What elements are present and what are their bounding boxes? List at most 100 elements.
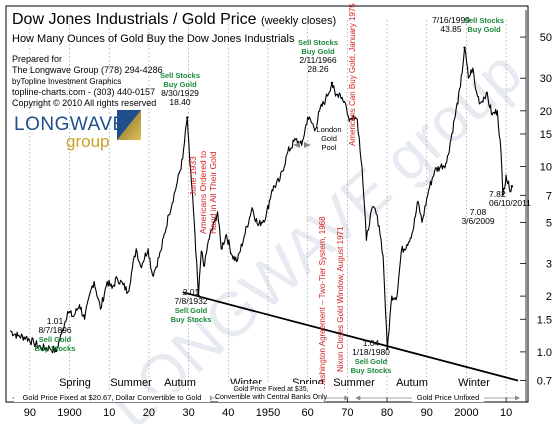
annotation-point: [501, 193, 505, 196]
annotation-a1999b: Sell Stocks: [464, 16, 504, 25]
era-label-bg: [412, 392, 484, 402]
chart-title: Dow Jones Industrials / Gold Price (week…: [12, 11, 336, 28]
x-tick-label: 10: [500, 407, 512, 419]
era-label: Convertible with Central Banks Only: [215, 394, 328, 401]
annotation-a2009: 3/6/2009: [461, 216, 494, 226]
annotation-a1929: Sell Stocks: [160, 71, 200, 80]
x-tick-label: 60: [302, 407, 314, 419]
annotation-a1966: Buy Gold: [301, 47, 335, 56]
y-tick-label: 20: [540, 106, 552, 118]
x-tick-label: 90: [421, 407, 433, 419]
y-tick-label: 0.7: [537, 376, 552, 388]
annotation-a1980: Sell Gold: [355, 357, 388, 366]
annotation-a1896: 8/7/1896: [38, 325, 71, 335]
annotation-a1966: 2/11/1966: [299, 55, 336, 65]
x-tick-label: 70: [341, 407, 353, 419]
annotation-a1932: 7/8/1932: [174, 296, 207, 306]
era-label: Gold Price Fixed at $20.67, Dollar Conve…: [23, 393, 202, 402]
annotation-a1929: 18.40: [169, 97, 191, 107]
x-tick-label: 80: [381, 407, 393, 419]
annotation-point: [186, 116, 189, 119]
x-tick-label: 2000: [454, 407, 478, 419]
bottom-bands: Spring Summer Autum Winter Spring Summer Autum…: [12, 377, 520, 402]
annotation-a1929: Buy Gold: [163, 80, 197, 89]
era-label: Gold Price Unfixed: [417, 393, 480, 402]
annotation-a1966: Sell Stocks: [298, 38, 338, 47]
era-label: Gold Price Fixed at $35,: [233, 386, 308, 393]
era-arrow-head: [344, 395, 350, 401]
annotation-a1999: 43.85: [440, 24, 462, 34]
credit-line: The Longwave Group (778) 294-4286: [12, 65, 163, 75]
annotation-point: [54, 349, 58, 353]
x-tick-label: 30: [182, 407, 194, 419]
event-note-e1933: June 1933: [188, 156, 198, 196]
credit-line: Copyright © 2010 All rights reserved: [12, 98, 156, 108]
annotation-a1999: 7/16/1999: [432, 15, 470, 25]
trendline-group: [182, 291, 519, 382]
credit-line: topline-charts.com - (303) 440-0157: [12, 87, 155, 97]
season-label: Summer: [110, 377, 152, 389]
longwave-logo: LONGWAVE group: [14, 110, 141, 151]
annotation-a1932: Sell Gold: [175, 306, 208, 315]
annotation-a1980: 1/18/1980: [352, 347, 390, 357]
annotation-a1966: 28.26: [307, 64, 329, 74]
trendline: [182, 291, 519, 382]
y-tick-label: 1.5: [537, 314, 552, 326]
series-group: [9, 47, 513, 354]
y-tick-label: 7: [546, 190, 552, 202]
pool-arrow-left: [293, 142, 300, 148]
annotation-a1896: 1.01: [47, 316, 64, 326]
season-label: Spring: [59, 377, 91, 389]
x-tick-label: 1900: [57, 407, 81, 419]
event-note-e1968: Washington Agreement – Two-Tier System, …: [318, 216, 327, 390]
event-note-e1933c: Hand in All Their Gold: [208, 151, 218, 234]
london-pool-label: London: [316, 125, 341, 134]
x-tick-label: 20: [143, 407, 155, 419]
x-tick-label: 1950: [256, 407, 280, 419]
annotation-point: [197, 294, 200, 297]
annotation-a2011: 06/10/2011: [489, 198, 531, 208]
season-label: Winter: [458, 377, 490, 389]
annotation-a1999b: Buy Gold: [467, 25, 501, 34]
annotation-a1932: 2.01: [183, 287, 200, 297]
london-pool-label: Gold: [321, 134, 337, 143]
y-tick-label: 50: [540, 32, 552, 44]
event-note-e1975: Americans Can Buy Gold, January 1975: [348, 3, 357, 146]
annotation-point: [510, 185, 514, 188]
annotation-a1980: 1.04: [363, 338, 380, 348]
annotation-point: [330, 81, 334, 85]
annotation-a1980: Buy Stocks: [351, 366, 392, 375]
x-tick-label: 40: [222, 407, 234, 419]
annotation-a2009: 7.08: [470, 207, 487, 217]
y-tick-label: 30: [540, 73, 552, 85]
annotation-a2011: 7.82: [489, 189, 506, 199]
series-line: [9, 47, 513, 354]
logo-subtext: group: [66, 132, 109, 151]
y-tick-label: 1.0: [537, 347, 552, 359]
era-label-bg: [218, 384, 324, 402]
y-tick-label: 5: [546, 217, 552, 229]
chart-title-suffix: (weekly closes): [261, 15, 336, 27]
chart-subtitle: How Many Ounces of Gold Buy the Dow Jone…: [12, 33, 295, 45]
era-arrow-head: [355, 395, 361, 401]
annotation-point: [463, 46, 466, 49]
annotation-a1929: 8/30/1929: [161, 88, 199, 98]
logo-text: LONGWAVE: [14, 114, 126, 135]
pool-arrow-right: [304, 142, 311, 148]
era-label-bg: [14, 392, 210, 402]
y-tick-label: 15: [540, 129, 552, 141]
y-tick-label: 10: [540, 162, 552, 174]
logo-emblem-wave: [117, 110, 141, 140]
credit-line: byTopline Investment Graphics: [12, 77, 121, 86]
x-tick-label: 90: [24, 407, 36, 419]
annotation-a1896: Sell Gold: [39, 335, 72, 344]
y-tick-label: 3: [546, 258, 552, 270]
plot-frame: [5, 5, 529, 403]
london-pool-label: Pool: [321, 143, 336, 152]
annotation-point: [386, 347, 389, 350]
credit-line: Prepared for: [12, 54, 62, 64]
y-tick-label: 2: [546, 291, 552, 303]
y-axis: 0.7 1.0 1.5 2 3 5 7 10 15 20 30 50: [520, 10, 552, 402]
era-arrow-head: [515, 395, 520, 401]
